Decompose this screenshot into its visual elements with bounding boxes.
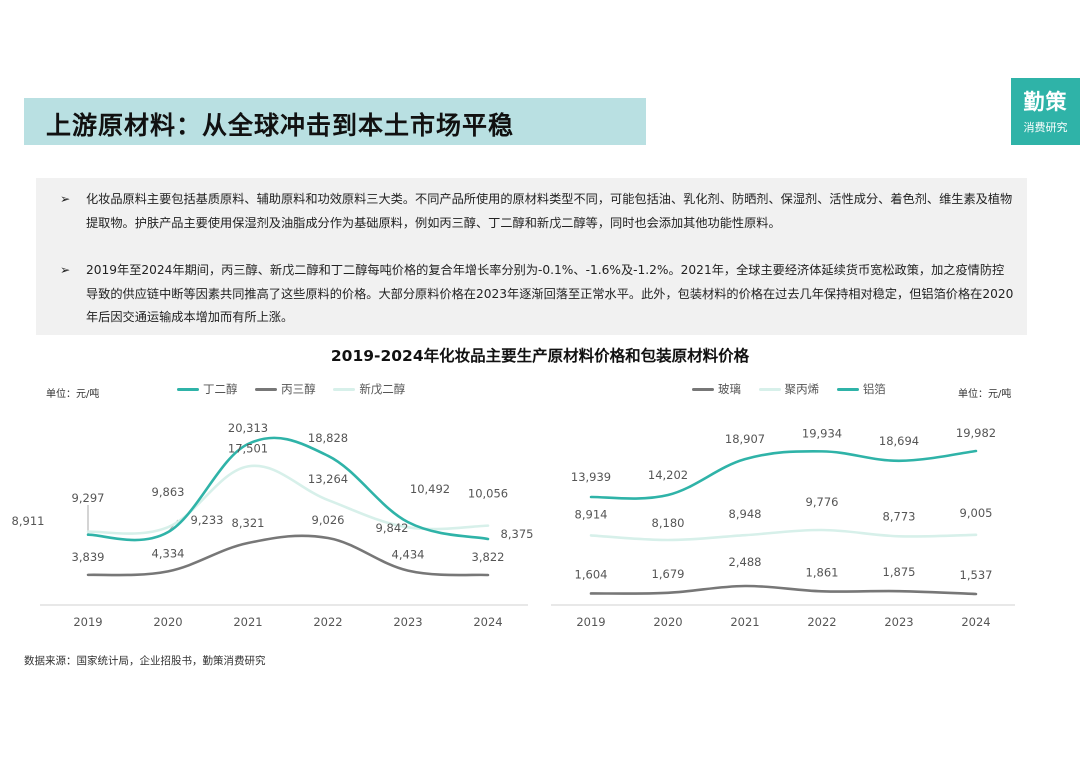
x-tick-label: 2021 [730, 615, 759, 629]
series-line-聚丙烯 [589, 528, 978, 542]
title-bar: 上游原材料：从全球冲击到本土市场平稳 [24, 98, 646, 145]
data-label: 18,907 [725, 432, 765, 446]
legend-item: 新戊二醇 [333, 381, 405, 397]
chart-title: 2019-2024年化妆品主要生产原材料价格和包装原材料价格 [330, 347, 750, 365]
data-label: 10,056 [468, 487, 508, 501]
bullet-text: 化妆品原料主要包括基质原料、辅助原料和功效原料三大类。不同产品所使用的原材料类型… [86, 192, 1013, 230]
left-chart-legend: 丁二醇 丙三醇 新戊二醇 [177, 381, 419, 397]
data-label: 9,005 [960, 506, 993, 520]
x-tick-label: 2020 [653, 615, 682, 629]
legend-item: 丁二醇 [177, 381, 238, 397]
data-label: 18,828 [308, 431, 348, 445]
legend-swatch [333, 388, 356, 391]
data-label: 14,202 [648, 468, 688, 482]
series-line-玻璃 [589, 584, 978, 596]
series-line-铝箔 [589, 449, 978, 500]
line-chart-1: 2019 2020 2021 2022 2023 2024 8,911 9,233 20,313… [12, 421, 534, 629]
data-label: 8,773 [883, 509, 916, 523]
data-label: 8,948 [729, 507, 762, 521]
data-label: 9,297 [72, 491, 105, 505]
bullet-item: ➢ 2019年至2024年期间，丙三醇、新戊二醇和丁二醇每吨价格的复合年增长率分… [60, 259, 1015, 330]
legend-swatch [692, 388, 714, 391]
data-label: 10,492 [410, 482, 450, 496]
x-tick-label: 2019 [73, 615, 102, 629]
legend-label: 丙三醇 [281, 382, 316, 396]
summary-box: ➢ 化妆品原料主要包括基质原料、辅助原料和功效原料三大类。不同产品所使用的原材料… [36, 178, 1027, 335]
data-label: 8,911 [12, 514, 45, 528]
series-line-丁二醇 [86, 436, 490, 542]
x-tick-label: 2021 [233, 615, 262, 629]
legend-swatch [758, 388, 781, 391]
arrow-bullet-icon: ➢ [60, 192, 71, 206]
x-tick-label: 2022 [807, 615, 836, 629]
data-label: 9,842 [376, 521, 409, 535]
brand-logo: 勤策 消费研究 [1011, 78, 1080, 145]
data-label: 18,694 [879, 434, 919, 448]
x-tick-label: 2022 [313, 615, 342, 629]
legend-item: 丙三醇 [255, 381, 316, 397]
series-line-新戊二醇 [86, 464, 490, 535]
x-tick-label: 2020 [153, 615, 182, 629]
legend-swatch [177, 388, 199, 391]
data-label: 9,776 [806, 495, 839, 509]
x-tick-label: 2023 [884, 615, 913, 629]
data-label: 1,537 [960, 568, 993, 582]
data-label: 9,233 [191, 513, 224, 527]
data-label: 1,861 [806, 565, 839, 579]
data-label: 17,501 [228, 441, 268, 455]
data-label: 1,604 [575, 567, 608, 581]
data-label: 8,375 [501, 527, 534, 541]
legend-item: 铝箔 [836, 381, 886, 397]
bullet-text: 2019年至2024年期间，丙三醇、新戊二醇和丁二醇每吨价格的复合年增长率分别为… [86, 263, 1014, 324]
legend-label: 铝箔 [862, 382, 886, 396]
legend-item: 聚丙烯 [758, 381, 820, 397]
data-label: 4,434 [392, 548, 425, 562]
data-label: 3,839 [72, 550, 105, 564]
series-line-丙三醇 [86, 534, 490, 577]
data-label: 8,914 [575, 507, 608, 521]
legend-swatch [836, 388, 859, 391]
logo-main-text: 勤策 [1023, 90, 1068, 114]
data-label: 19,982 [956, 426, 996, 440]
data-label: 8,180 [652, 516, 685, 530]
data-label: 9,863 [152, 485, 185, 499]
data-label: 1,679 [652, 567, 685, 581]
x-tick-label: 2019 [576, 615, 605, 629]
left-chart-unit: 单位：元/吨 [46, 389, 100, 400]
legend-swatch [255, 388, 278, 391]
x-tick-label: 2024 [473, 615, 502, 629]
data-label: 4,334 [152, 546, 185, 560]
line-chart-2: 2019 2020 2021 2022 2023 2024 1,604 1,679 2,488 1… [551, 426, 1015, 629]
data-label: 1,875 [883, 565, 916, 579]
legend-label: 玻璃 [718, 382, 741, 396]
legend-label: 聚丙烯 [784, 382, 820, 396]
legend-item: 玻璃 [692, 381, 741, 397]
page-title: 上游原材料：从全球冲击到本土市场平稳 [46, 111, 515, 140]
right-chart-unit: 单位：元/吨 [958, 389, 1012, 400]
data-label: 8,321 [232, 516, 265, 530]
source-note: 数据来源：国家统计局，企业招股书，勤策消费研究 [24, 655, 266, 667]
right-chart-legend: 玻璃 聚丙烯 铝箔 [692, 381, 900, 397]
data-label: 13,264 [308, 472, 348, 486]
data-label: 20,313 [228, 421, 268, 435]
logo-sub-text: 消费研究 [1023, 121, 1068, 134]
data-label: 2,488 [729, 555, 762, 569]
x-tick-label: 2023 [393, 615, 422, 629]
x-tick-label: 2024 [961, 615, 990, 629]
legend-label: 丁二醇 [203, 382, 238, 396]
data-label: 19,934 [802, 426, 842, 440]
data-label: 3,822 [472, 550, 505, 564]
bullet-item: ➢ 化妆品原料主要包括基质原料、辅助原料和功效原料三大类。不同产品所使用的原材料… [60, 188, 1015, 235]
legend-label: 新戊二醇 [359, 382, 406, 396]
arrow-bullet-icon: ➢ [60, 263, 71, 277]
data-label: 13,939 [571, 470, 611, 484]
data-label: 9,026 [312, 513, 345, 527]
